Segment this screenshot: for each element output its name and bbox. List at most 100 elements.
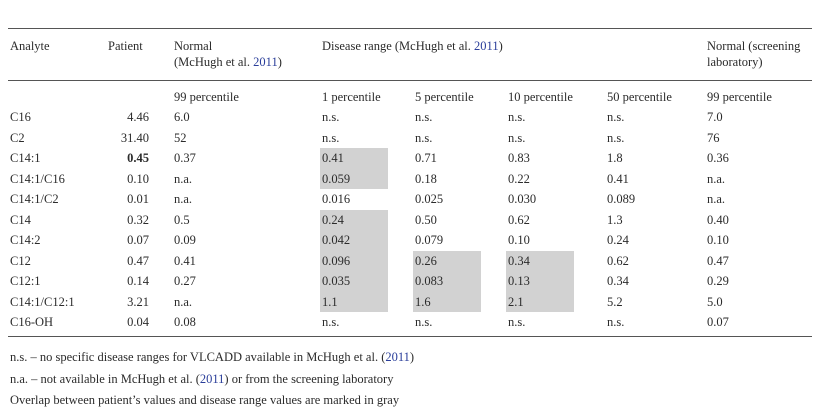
cell: 0.08 xyxy=(174,315,196,329)
cell: n.s. xyxy=(508,110,526,124)
cell: 0.016 xyxy=(322,192,351,206)
subheader: 50 percentile xyxy=(607,90,672,104)
analyte: C12 xyxy=(10,253,31,268)
header-patient: Patient xyxy=(108,39,143,53)
cell: n.s. xyxy=(322,110,340,124)
footnote: n.a. – not available in McHugh et al. (2… xyxy=(10,371,393,387)
cell: 0.5 xyxy=(174,212,190,227)
cell: n.s. xyxy=(607,130,625,145)
analyte: C14:1/C2 xyxy=(10,192,59,206)
source-year: 2011 xyxy=(474,39,499,53)
cell: 0.83 xyxy=(508,151,530,165)
footnote-text: n.s. – no specific disease ranges for VL… xyxy=(10,350,386,364)
cell: 0.26 xyxy=(415,253,437,268)
analyte: C2 xyxy=(10,130,25,145)
cell: 0.24 xyxy=(607,233,629,247)
cell: 0.13 xyxy=(508,274,530,288)
footnote-text: n.a. – not available in McHugh et al. ( xyxy=(10,371,200,386)
footnote-text: ) or from the screening laboratory xyxy=(224,371,394,386)
top-rule xyxy=(8,28,812,29)
overlap-highlight xyxy=(506,271,574,292)
analyte: C14:1/C16 xyxy=(10,171,65,186)
footnote-text: ) xyxy=(409,350,415,364)
header-screening: Normal (screening xyxy=(707,39,801,53)
cell: 0.035 xyxy=(322,274,351,288)
cell: 0.18 xyxy=(415,171,437,186)
source-text: ) xyxy=(277,55,282,69)
overlap-highlight xyxy=(506,250,574,271)
cell: n.a. xyxy=(707,171,726,186)
cell: n.a. xyxy=(174,192,193,206)
header-analyte: Analyte xyxy=(10,39,50,53)
cell: 0.47 xyxy=(707,253,729,268)
overlap-highlight xyxy=(413,291,481,312)
cell: 0.41 xyxy=(607,171,629,186)
source-year: 2011 xyxy=(253,55,278,69)
footnote: n.s. – no specific disease ranges for VL… xyxy=(10,349,414,365)
footnote-text: Overlap between patient’s values and dis… xyxy=(10,393,400,407)
cell: 0.079 xyxy=(415,233,444,247)
source-text: (McHugh et al. xyxy=(174,55,254,69)
subheader: 99 percentile xyxy=(174,90,239,104)
cell: 76 xyxy=(707,130,720,145)
cell: 0.29 xyxy=(707,274,729,288)
cell: 0.042 xyxy=(322,233,351,247)
overlap-highlight xyxy=(320,250,388,271)
cell: 7.0 xyxy=(707,110,723,124)
analyte: C16-OH xyxy=(10,315,54,329)
patient-value: 31.40 xyxy=(120,130,149,145)
patient-value: 0.04 xyxy=(127,315,149,329)
cell: 0.10 xyxy=(707,233,729,247)
patient-value: 0.01 xyxy=(127,192,149,206)
cell: 1.3 xyxy=(607,212,623,227)
cell: n.a. xyxy=(174,294,193,309)
cell: 6.0 xyxy=(174,110,190,124)
cell: 0.24 xyxy=(322,212,344,227)
cell: 0.07 xyxy=(707,315,729,329)
cell: n.s. xyxy=(415,315,433,329)
cell: n.s. xyxy=(322,315,340,329)
overlap-highlight xyxy=(320,271,388,292)
overlap-highlight xyxy=(506,291,574,312)
subheader: 10 percentile xyxy=(508,90,573,104)
cell: 0.09 xyxy=(174,233,196,247)
cell: 0.37 xyxy=(174,151,196,165)
header-rule xyxy=(8,80,812,81)
disease-label: Disease range (McHugh et al. xyxy=(322,39,475,53)
subheader: 1 percentile xyxy=(322,90,381,104)
cell: 0.22 xyxy=(508,171,530,186)
cell: n.s. xyxy=(322,130,340,145)
cell: 52 xyxy=(174,130,187,145)
header-disease: Disease range (McHugh et al. 2011) xyxy=(322,38,503,54)
patient-value: 0.47 xyxy=(127,253,149,268)
footnote: Overlap between patient’s values and dis… xyxy=(10,392,399,408)
cell: 0.096 xyxy=(322,253,351,268)
overlap-highlight xyxy=(320,209,388,230)
cell: 5.2 xyxy=(607,294,623,309)
header-normal-label: Normal xyxy=(174,39,213,53)
patient-value: 0.45 xyxy=(127,151,149,165)
patient-value: 3.21 xyxy=(127,294,149,309)
cell: 0.41 xyxy=(174,253,196,268)
overlap-highlight xyxy=(320,291,388,312)
subheader: 99 percentile xyxy=(707,90,772,104)
cell: 5.0 xyxy=(707,294,723,309)
cell: 0.030 xyxy=(508,192,537,206)
cell: n.s. xyxy=(508,315,526,329)
cell: 0.059 xyxy=(322,171,351,186)
overlap-highlight xyxy=(413,271,481,292)
cell: 0.50 xyxy=(415,212,437,227)
analyte: C14:1/C12:1 xyxy=(10,294,75,309)
cell: n.a. xyxy=(174,171,193,186)
source-year: 2011 xyxy=(199,371,225,386)
patient-value: 0.07 xyxy=(127,233,149,247)
cell: 0.025 xyxy=(415,192,444,206)
cell: 0.40 xyxy=(707,212,729,227)
header-normal-source: (McHugh et al. 2011) xyxy=(174,54,282,70)
cell: 1.8 xyxy=(607,151,623,165)
cell: 0.27 xyxy=(174,274,196,288)
patient-value: 0.14 xyxy=(127,274,149,288)
cell: 1.6 xyxy=(415,294,431,309)
overlap-highlight xyxy=(320,168,388,189)
